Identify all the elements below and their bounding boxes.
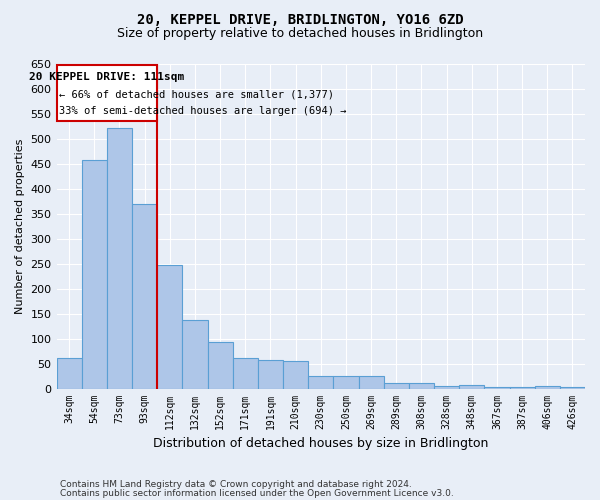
Bar: [509, 387, 535, 388]
Bar: [82, 160, 107, 388]
Text: Contains HM Land Registry data © Crown copyright and database right 2024.: Contains HM Land Registry data © Crown c…: [60, 480, 412, 489]
Bar: [182, 320, 208, 388]
Bar: [484, 387, 509, 388]
Text: 20 KEPPEL DRIVE: 111sqm: 20 KEPPEL DRIVE: 111sqm: [29, 72, 184, 83]
Text: 33% of semi-detached houses are larger (694) →: 33% of semi-detached houses are larger (…: [59, 106, 347, 117]
X-axis label: Distribution of detached houses by size in Bridlington: Distribution of detached houses by size …: [153, 437, 488, 450]
Bar: [157, 264, 182, 388]
Bar: [56, 358, 82, 388]
Text: Size of property relative to detached houses in Bridlington: Size of property relative to detached ho…: [117, 28, 483, 40]
Text: ← 66% of detached houses are smaller (1,377): ← 66% of detached houses are smaller (1,…: [59, 90, 334, 100]
FancyBboxPatch shape: [56, 65, 157, 122]
Bar: [535, 386, 560, 388]
Bar: [383, 383, 409, 388]
Text: 20, KEPPEL DRIVE, BRIDLINGTON, YO16 6ZD: 20, KEPPEL DRIVE, BRIDLINGTON, YO16 6ZD: [137, 12, 463, 26]
Bar: [208, 342, 233, 388]
Bar: [107, 128, 132, 388]
Bar: [334, 376, 359, 388]
Text: Contains public sector information licensed under the Open Government Licence v3: Contains public sector information licen…: [60, 488, 454, 498]
Bar: [359, 376, 383, 388]
Bar: [459, 384, 484, 388]
Y-axis label: Number of detached properties: Number of detached properties: [15, 138, 25, 314]
Bar: [308, 376, 334, 388]
Bar: [258, 360, 283, 388]
Bar: [560, 387, 585, 388]
Bar: [434, 386, 459, 388]
Bar: [233, 358, 258, 388]
Bar: [283, 361, 308, 388]
Bar: [409, 383, 434, 388]
Bar: [132, 204, 157, 388]
